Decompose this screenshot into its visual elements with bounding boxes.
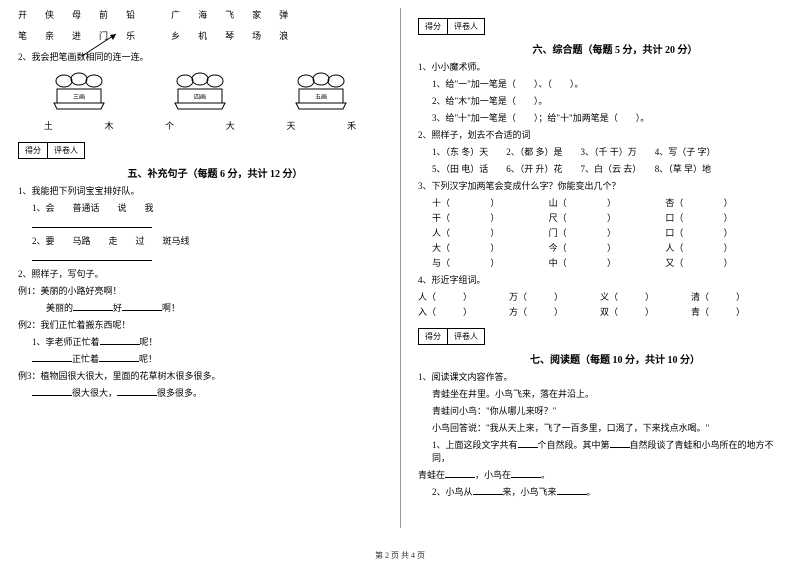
q6-1: 1、小小魔术师。 bbox=[418, 60, 782, 73]
char-row-1: 开侠母前铅广海飞家弹 bbox=[18, 8, 382, 21]
q5-1-2: 2、要 马路 走 过 斑马线 bbox=[32, 234, 382, 247]
q6-3-table: 十（）山（）杏（） 干（）尺（）口（） 人（）门（）口（） 大（）今（）人（） … bbox=[432, 196, 782, 269]
ex2: 例2：我们正忙着搬东西呢！ bbox=[18, 318, 382, 331]
question-2: 2、我会把笔画数相同的连一连。 bbox=[18, 50, 382, 63]
section-7-title: 七、阅读题（每题 10 分，共计 10 分） bbox=[448, 351, 782, 366]
section-7-header: 得分评卷人 bbox=[418, 328, 782, 345]
q5-2: 2、照样子，写句子。 bbox=[18, 267, 382, 280]
q6-2: 2、照样子，划去不合适的词 bbox=[418, 128, 782, 141]
column-divider bbox=[400, 8, 401, 528]
flower-3: 三画 bbox=[49, 71, 109, 111]
score-box-7: 得分评卷人 bbox=[418, 328, 485, 345]
q5-1-1: 1、会 普通话 说 我 bbox=[32, 201, 382, 214]
char-row-3: 土木个大天禾 bbox=[18, 119, 382, 132]
svg-text:四画: 四画 bbox=[194, 94, 206, 101]
section-5-header: 得分评卷人 bbox=[18, 142, 382, 159]
blank bbox=[32, 218, 152, 228]
score-box-5: 得分评卷人 bbox=[18, 142, 85, 159]
char-row-2: 笔亲进门乐乡机琴场浪 bbox=[18, 29, 382, 42]
ex1: 例1：美丽的小路好亮啊！ bbox=[18, 284, 382, 297]
q6-4: 4、形近字组词。 bbox=[418, 273, 782, 286]
page-footer: 第 2 页 共 4 页 bbox=[0, 550, 800, 561]
ex3: 例3：植物园很大很大，里面的花草树木很多很多。 bbox=[18, 369, 382, 382]
flower-4: 四画 bbox=[170, 71, 230, 111]
svg-text:三画: 三画 bbox=[73, 94, 85, 101]
q5-1: 1、我能把下列词宝宝排好队。 bbox=[18, 184, 382, 197]
flower-5: 五画 bbox=[291, 71, 351, 111]
section-6-title: 六、综合题（每题 5 分，共计 20 分） bbox=[448, 41, 782, 56]
section-6-header: 得分评卷人 bbox=[418, 18, 782, 35]
blank bbox=[32, 251, 152, 261]
q7-1: 1、阅读课文内容作答。 bbox=[418, 370, 782, 383]
arrow-icon bbox=[80, 30, 120, 58]
flower-row: 三画 四画 五画 bbox=[18, 71, 382, 111]
q6-3: 3、下列汉字加两笔会变成什么字？你能变出几个？ bbox=[418, 179, 782, 192]
section-5-title: 五、补充句子（每题 6 分，共计 12 分） bbox=[48, 165, 382, 180]
score-box-6: 得分评卷人 bbox=[418, 18, 485, 35]
svg-text:五画: 五画 bbox=[315, 94, 327, 101]
